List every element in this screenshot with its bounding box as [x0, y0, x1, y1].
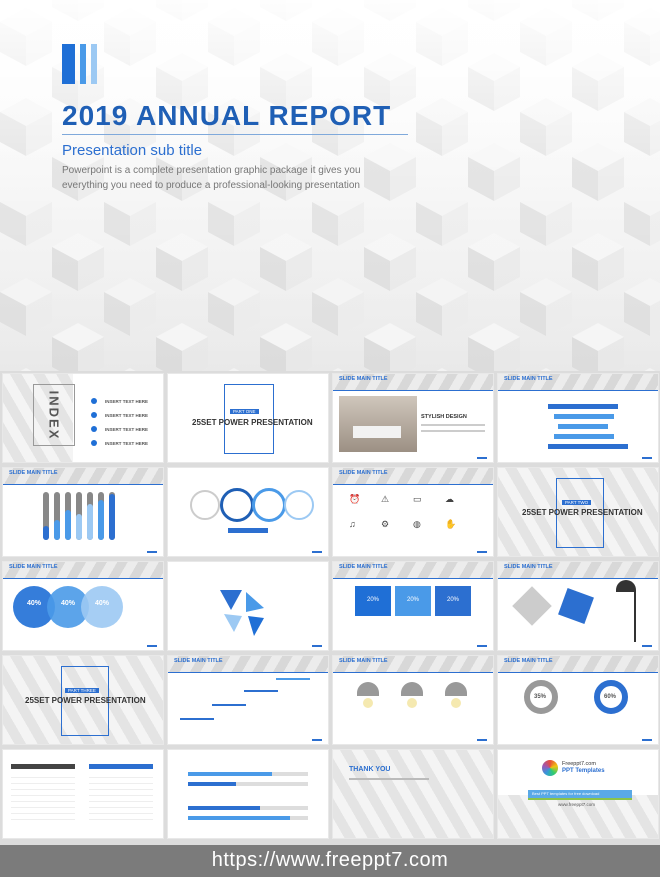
- brand-site: Freeppt7.com: [562, 761, 596, 767]
- thumb-hexagon-percent[interactable]: SLIDE MAIN TITLE 20% 20% 20%: [332, 561, 494, 651]
- cloud-icon: ☁: [445, 494, 454, 504]
- thumb-part-three[interactable]: PART THREE 25SET POWER PRESENTATION: [2, 655, 164, 745]
- thumb-index[interactable]: INDEX INSERT TEXT HERE INSERT TEXT HERE …: [2, 373, 164, 463]
- book-icon: ▭: [413, 494, 422, 504]
- gear-icon: ⚙: [381, 519, 390, 529]
- thank-you-heading: THANK YOU: [349, 766, 391, 773]
- logo-bars: [62, 44, 97, 84]
- section-title: 25SET POWER PRESENTATION: [192, 418, 313, 427]
- section-title: 25SET POWER PRESENTATION: [522, 508, 643, 517]
- report-subtitle: Presentation sub title: [62, 142, 203, 159]
- index-item: INSERT TEXT HERE: [105, 412, 149, 418]
- percent-label: 40%: [95, 600, 110, 607]
- alarm-icon: ⏰: [349, 494, 361, 504]
- globe-icon: ◍: [413, 519, 421, 529]
- section-title: 25SET POWER PRESENTATION: [25, 696, 146, 705]
- thumb-triangles[interactable]: [167, 561, 329, 651]
- thumb-radar-lamp[interactable]: SLIDE MAIN TITLE: [497, 561, 659, 651]
- index-item: INSERT TEXT HERE: [105, 440, 149, 446]
- percent-label: 60%: [604, 694, 617, 700]
- percent-label: 35%: [534, 694, 547, 700]
- thumb-progress-bars[interactable]: [167, 749, 329, 839]
- thumb-bar-steps[interactable]: SLIDE MAIN TITLE: [497, 373, 659, 463]
- thumb-column-chart[interactable]: SLIDE MAIN TITLE: [2, 467, 164, 557]
- part-label: PART ONE: [230, 409, 259, 414]
- thumb-percent-circles[interactable]: SLIDE MAIN TITLE 40% 40% 40%: [2, 561, 164, 651]
- report-description: Powerpoint is a complete presentation gr…: [62, 165, 361, 191]
- part-label: PART TWO: [562, 500, 592, 505]
- slide-title: SLIDE MAIN TITLE: [174, 658, 223, 664]
- brand-name: PPT Templates: [562, 768, 605, 774]
- index-label: INDEX: [46, 390, 62, 441]
- stylish-heading: STYLISH DESIGN: [421, 414, 467, 420]
- triangle-graphic: [220, 590, 264, 636]
- slide-title: SLIDE MAIN TITLE: [339, 470, 388, 476]
- music-icon: ♫: [349, 519, 356, 529]
- title-divider: [62, 134, 408, 135]
- warning-icon: ⚠: [381, 494, 390, 504]
- report-title: 2019 ANNUAL REPORT: [62, 100, 392, 131]
- part-label: PART THREE: [65, 688, 99, 693]
- hand-icon: ✋: [445, 519, 457, 529]
- percent-label: 20%: [367, 597, 380, 603]
- percent-label: 20%: [407, 597, 420, 603]
- thumb-data-tables[interactable]: [2, 749, 164, 839]
- slide-title: SLIDE MAIN TITLE: [9, 470, 58, 476]
- website-footer: https://www.freeppt7.com: [0, 845, 660, 877]
- index-item: INSERT TEXT HERE: [105, 426, 149, 432]
- thumb-part-two[interactable]: PART TWO 25SET POWER PRESENTATION: [497, 467, 659, 557]
- slide-title: SLIDE MAIN TITLE: [339, 564, 388, 570]
- thumb-stair-steps[interactable]: SLIDE MAIN TITLE: [167, 655, 329, 745]
- thumb-brand[interactable]: Freeppt7.com PPT Templates Best PPT temp…: [497, 749, 659, 839]
- percent-label: 40%: [61, 600, 76, 607]
- cover-slide: 2019 ANNUAL REPORT Presentation sub titl…: [0, 0, 660, 371]
- hexagon-cube-background: [0, 0, 660, 371]
- slide-title: SLIDE MAIN TITLE: [504, 658, 553, 664]
- slide-title: SLIDE MAIN TITLE: [504, 376, 553, 382]
- lamp-icon: [616, 580, 636, 592]
- thumb-part-one[interactable]: PART ONE 25SET POWER PRESENTATION: [167, 373, 329, 463]
- thumb-pendant-lamps[interactable]: SLIDE MAIN TITLE: [332, 655, 494, 745]
- brand-banner: Best PPT templates for free download: [528, 790, 632, 800]
- website-url[interactable]: https://www.freeppt7.com: [211, 849, 449, 871]
- brand-url: www.freeppt7.com: [558, 802, 596, 807]
- slide-title: SLIDE MAIN TITLE: [504, 564, 553, 570]
- thumb-circle-process[interactable]: [167, 467, 329, 557]
- thumb-icon-grid[interactable]: SLIDE MAIN TITLE ⏰ ⚠ ▭ ☁ ♫ ⚙ ◍ ✋: [332, 467, 494, 557]
- slide-title: SLIDE MAIN TITLE: [339, 658, 388, 664]
- thumb-thank-you[interactable]: THANK YOU: [332, 749, 494, 839]
- thumb-donut-charts[interactable]: SLIDE MAIN TITLE 35% 60%: [497, 655, 659, 745]
- percent-label: 20%: [447, 597, 460, 603]
- percent-label: 40%: [27, 600, 42, 607]
- slide-title: SLIDE MAIN TITLE: [339, 376, 388, 382]
- room-photo: [339, 396, 417, 452]
- brand-logo-icon: [542, 760, 558, 776]
- index-item: INSERT TEXT HERE: [105, 398, 149, 404]
- slide-thumbnail-grid: INDEX INSERT TEXT HERE INSERT TEXT HERE …: [2, 373, 659, 841]
- thumb-stylish-design[interactable]: SLIDE MAIN TITLE STYLISH DESIGN: [332, 373, 494, 463]
- slide-title: SLIDE MAIN TITLE: [9, 564, 58, 570]
